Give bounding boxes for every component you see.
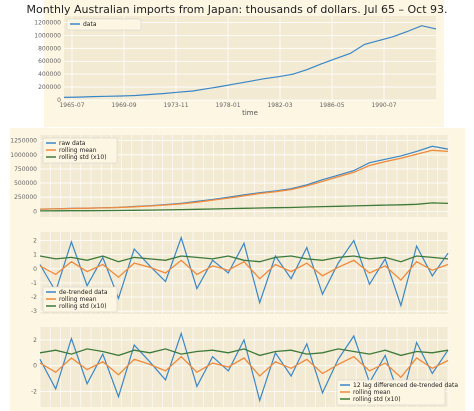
y-tick-label: -2: [31, 294, 37, 301]
legend-label: rolling std (x10): [59, 154, 107, 161]
x-tick-label: 1990-07: [371, 102, 396, 109]
series-line-rolling std (x10): [39, 202, 449, 212]
series-line-rolling std (x10): [39, 255, 449, 263]
y-tick-label: 400000: [38, 71, 61, 78]
y-tick-label: 1200000: [34, 19, 61, 26]
legend-box: [336, 379, 446, 406]
x-tick-label: 1978-01: [215, 102, 240, 109]
x-tick-label: 1965-07: [59, 102, 84, 109]
series-line-rolling mean: [39, 149, 449, 210]
x-tick-label: 1986-05: [319, 102, 344, 109]
legend-label: rolling mean: [353, 389, 391, 396]
x-axis-label: time: [242, 109, 258, 117]
y-tick-label: -3: [31, 308, 37, 315]
legend-box: [66, 18, 142, 31]
y-tick-label: 750000: [14, 166, 37, 173]
legend-label: 12 lag differenced de-trended data: [353, 382, 458, 389]
y-tick-label: 1000000: [34, 32, 61, 39]
y-tick-label: 200000: [38, 84, 61, 91]
x-tick-label: 1973-11: [163, 102, 188, 109]
series-line-de-trended data: [39, 235, 449, 308]
y-tick-label: 600000: [38, 58, 61, 65]
legend-box: [42, 137, 118, 164]
y-tick-label: 0: [57, 97, 61, 104]
y-tick-label: 2: [33, 237, 37, 244]
legend-label: data: [83, 21, 97, 28]
y-tick-label: -1: [31, 280, 37, 287]
series-line-rolling std (x10): [39, 348, 449, 357]
series-line-rolling mean: [39, 259, 449, 282]
y-tick-label: 2: [33, 337, 37, 344]
y-tick-label: 250000: [14, 194, 37, 201]
legend-label: raw data: [59, 140, 86, 147]
legend-label: de-trended data: [59, 289, 108, 296]
y-tick-label: -2: [31, 389, 37, 396]
legend-box: [42, 286, 118, 313]
series-line-rolling mean: [39, 355, 449, 379]
y-tick-label: 1250000: [10, 138, 37, 145]
legend-label: rolling mean: [59, 147, 97, 154]
x-tick-label: 1982-03: [267, 102, 292, 109]
y-tick-label: 800000: [38, 45, 61, 52]
y-tick-label: 0: [33, 363, 37, 370]
y-tick-label: 0: [33, 208, 37, 215]
y-tick-label: 500000: [14, 180, 37, 187]
legend-label: rolling mean: [59, 296, 97, 303]
legend-label: rolling std (x10): [353, 396, 401, 403]
series-line-data: [63, 25, 437, 98]
series-line-12 lag differenced de-trended data: [39, 331, 449, 404]
y-tick-label: 0: [33, 266, 37, 273]
legend-label: rolling std (x10): [59, 303, 107, 310]
chart-title: Monthly Australian imports from Japan: t…: [26, 3, 448, 16]
y-tick-label: 1: [33, 252, 37, 259]
y-tick-label: 1000000: [10, 152, 37, 159]
x-tick-label: 1969-09: [111, 102, 136, 109]
